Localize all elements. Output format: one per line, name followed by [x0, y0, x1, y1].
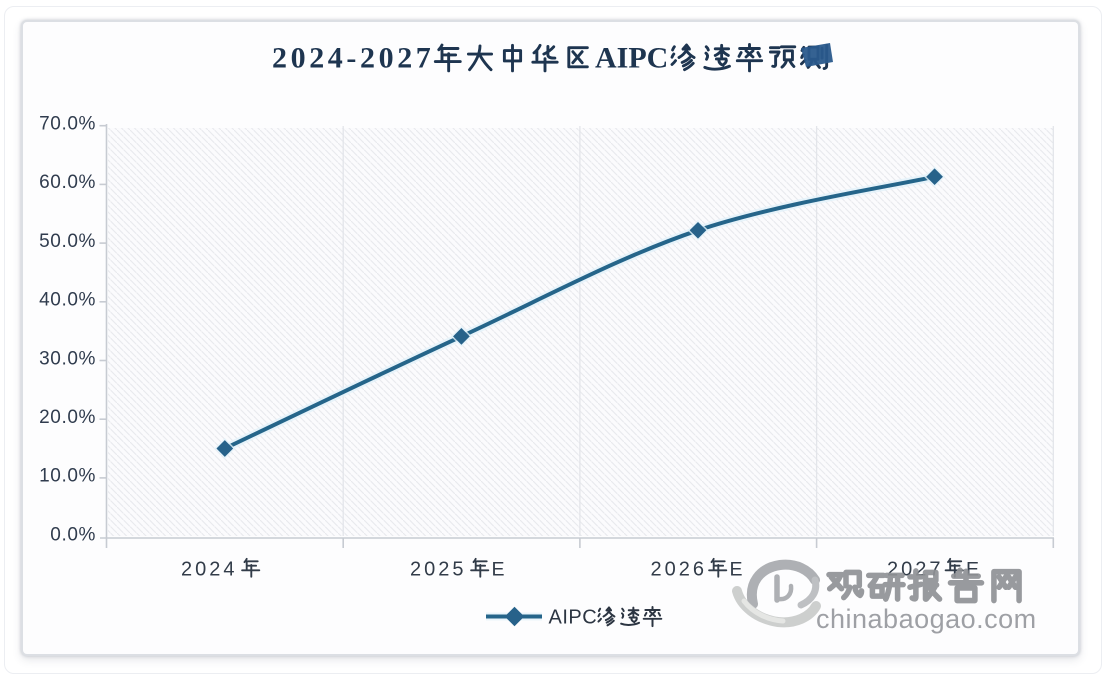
svg-text:2024-2027: 2024-2027 — [272, 42, 434, 75]
svg-text:chinabaogao.com: chinabaogao.com — [816, 604, 1037, 634]
svg-text:E: E — [492, 559, 505, 581]
svg-text:70.0%: 70.0% — [39, 114, 96, 135]
svg-text:10.0%: 10.0% — [39, 466, 96, 487]
svg-text:0.0%: 0.0% — [50, 524, 96, 545]
svg-text:2024: 2024 — [181, 559, 238, 581]
svg-text:E: E — [730, 559, 743, 581]
svg-text:30.0%: 30.0% — [39, 348, 96, 369]
svg-text:40.0%: 40.0% — [39, 290, 96, 311]
svg-text:2026: 2026 — [651, 559, 708, 581]
svg-text:20.0%: 20.0% — [39, 407, 96, 428]
svg-text:60.0%: 60.0% — [39, 172, 96, 193]
svg-text:AIPC: AIPC — [549, 607, 598, 629]
svg-text:2025: 2025 — [410, 559, 467, 581]
svg-text:AIPC: AIPC — [595, 42, 668, 75]
svg-text:50.0%: 50.0% — [39, 231, 96, 252]
